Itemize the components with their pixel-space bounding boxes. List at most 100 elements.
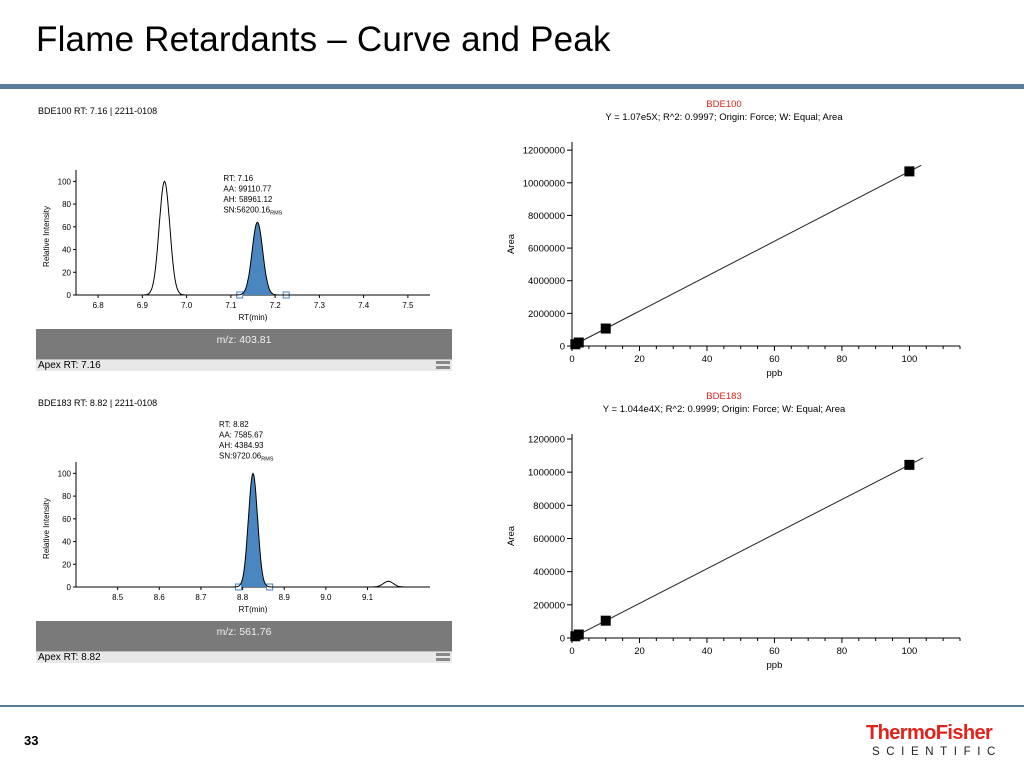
fit-line [571,457,924,639]
calibration-equation: Y = 1.07e5X; R^2: 0.9997; Origin: Force;… [605,112,843,123]
x-tick-label: 60 [769,646,780,657]
peak-annotation-line: AA: 7585.67 [219,431,264,440]
chromatogram-header: BDE183 RT: 8.82 | 2211-0108 [38,398,158,408]
x-tick-label: 40 [702,646,713,657]
y-tick-label: 60 [62,515,71,524]
x-tick-label: 8.5 [112,593,124,602]
x-axis-label: ppb [767,660,783,671]
y-tick-label: 40 [62,246,71,255]
x-tick-label: 100 [901,354,917,365]
x-tick-label: 20 [634,646,645,657]
calibration-title: BDE100 [706,99,741,110]
x-tick-label: 6.9 [137,301,149,310]
y-tick-label: 0 [560,342,565,353]
y-tick-label: 20 [62,560,71,569]
apex-bar: Apex RT: 8.82 [36,651,452,663]
peak-annotation-line: AH: 58961.12 [223,195,272,204]
chromatogram-trace [76,472,430,588]
slide-title: Flame Retardants – Curve and Peak [36,20,611,59]
thermo-fisher-logo: ThermoFisher SCIENTIFIC [866,722,1010,762]
mz-bar: m/z: 561.76 [36,621,452,651]
scroll-arrows-icon[interactable] [436,361,450,371]
footer-divider [0,705,1024,707]
y-tick-label: 0 [560,634,565,645]
chromatogram-panel-bde100: BDE100 RT: 7.16 | 2211-0108 6.8 6.9 7.0 7.1… [36,104,452,374]
chromatogram-panel-bde183: BDE183 RT: 8.82 | 2211-0108 8.5 8.6 8.7 8.8… [36,396,452,666]
integrated-peak-area [238,473,270,587]
calibration-plot: BDE183 Y = 1.044e4X; R^2: 0.9999; Origin:… [506,391,961,671]
x-tick-label: 7.0 [181,301,193,310]
data-point [573,629,584,640]
x-tick-label: 8.8 [237,593,249,602]
mz-bar: m/z: 403.81 [36,329,452,359]
y-tick-label: 80 [62,492,71,501]
y-axis-label: Area [506,525,517,546]
peak-annotation-line: RT: 7.16 [223,174,253,183]
y-tick-label: 600000 [533,534,565,545]
x-tick-label: 60 [769,354,780,365]
x-tick-label: 9.0 [320,593,332,602]
integrated-peak-area [239,222,287,295]
fit-line [571,164,922,347]
calibration-plot: BDE100 Y = 1.07e5X; R^2: 0.9997; Origin: … [506,99,961,379]
mz-label: m/z: 403.81 [216,334,272,346]
y-tick-label: 80 [62,200,71,209]
x-tick-label: 0 [569,354,574,365]
x-tick-label: 7.3 [314,301,326,310]
calibration-title: BDE183 [706,391,741,402]
x-tick-label: 7.2 [270,301,282,310]
y-tick-label: 40 [62,538,71,547]
x-tick-label: 6.8 [93,301,105,310]
peak-annotation-line: RT: 8.82 [219,420,249,429]
chromatogram-trace [76,180,430,296]
data-point [600,615,611,626]
y-axis-label: Relative Intensity [42,206,51,267]
x-tick-label: 80 [837,646,848,657]
y-tick-label: 100 [58,469,72,478]
x-tick-label: 80 [837,354,848,365]
y-tick-label: 8000000 [528,211,565,222]
logo-subword: SCIENTIFIC [872,746,1002,758]
x-tick-label: 7.4 [358,301,370,310]
peak-annotation-line: AH: 4384.93 [219,441,264,450]
chromatogram-plot: 6.8 6.9 7.0 7.1 7.2 7.3 7.4 7.5 0 20 40 60 80 100 RT(m… [42,170,430,322]
y-tick-label: 2000000 [528,309,565,320]
calibration-panel-bde183: BDE183 Y = 1.044e4X; R^2: 0.9999; Origin:… [484,388,968,678]
rms-subscript: RMS [261,457,274,463]
y-tick-label: 400000 [533,567,565,578]
y-tick-label: 10000000 [523,178,565,189]
y-axis-label: Area [506,233,517,254]
x-tick-label: 8.7 [195,593,207,602]
x-tick-label: 100 [901,646,917,657]
calibration-equation: Y = 1.044e4X; R^2: 0.9999; Origin: Force… [603,404,846,415]
x-axis-label: RT(min) [239,313,268,322]
apex-label: Apex RT: 7.16 [38,360,101,371]
title-divider [0,84,1024,89]
y-tick-label: 1200000 [528,434,565,445]
y-tick-label: 0 [67,291,72,300]
scroll-arrows-icon[interactable] [436,653,450,663]
y-tick-label: 6000000 [528,244,565,255]
y-axis-label: Relative Intensity [42,498,51,559]
y-tick-label: 200000 [533,600,565,611]
x-tick-label: 40 [702,354,713,365]
logo-wordmark: ThermoFisher [866,722,993,744]
chromatogram-plot: 8.5 8.6 8.7 8.8 8.9 9.0 9.1 0 20 40 60 80 100 RT(min)… [42,420,430,614]
peak-annotation-line: AA: 99110.77 [223,185,271,194]
y-tick-label: 100 [58,177,72,186]
data-point [573,337,584,348]
x-tick-label: 0 [569,646,574,657]
x-tick-label: 20 [634,354,645,365]
y-tick-label: 0 [67,583,72,592]
y-tick-label: 12000000 [523,146,565,157]
y-tick-label: 800000 [533,501,565,512]
data-point [600,323,611,334]
apex-bar: Apex RT: 7.16 [36,359,452,371]
peak-annotation-line: SN:56200.16RMS [223,206,282,217]
x-tick-label: 9.1 [362,593,374,602]
x-tick-label: 8.9 [279,593,291,602]
apex-label: Apex RT: 8.82 [38,652,101,663]
x-tick-label: 8.6 [154,593,166,602]
y-tick-label: 60 [62,223,71,232]
x-tick-label: 7.5 [402,301,414,310]
